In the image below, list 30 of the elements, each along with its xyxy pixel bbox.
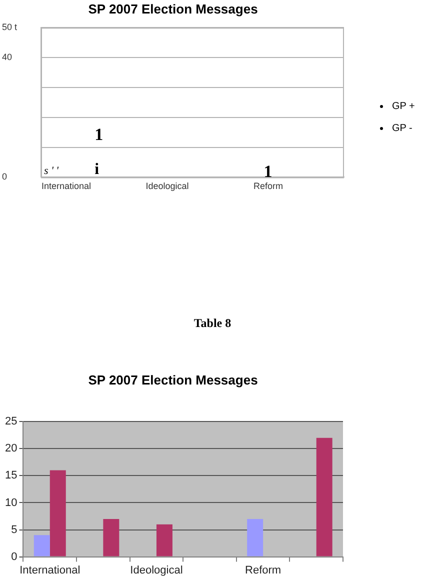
legend-label: GP + (392, 100, 415, 112)
y-tick-label: 25 (4, 416, 18, 428)
annotation: i (94, 161, 100, 178)
annotation: s ' ' (44, 165, 60, 178)
chart-title: SP 2007 Election Messages (88, 1, 258, 16)
bar (103, 518, 120, 556)
caption: Table 8 (192, 316, 232, 331)
x-tick-label: International (20, 564, 80, 576)
annotation: 1 (94, 124, 104, 144)
x-tick-label: Reform (245, 564, 282, 576)
x-tick-label: International (41, 181, 92, 192)
x-tick-label: Ideological (146, 181, 189, 192)
bar (156, 524, 172, 556)
x-tick-label: Reform (253, 181, 284, 192)
y-tick-label: 50 t (2, 22, 18, 32)
y-tick-label: 10 (4, 496, 18, 509)
y-tick-label: 0 (11, 550, 18, 563)
bar (247, 518, 264, 556)
bar (50, 470, 66, 556)
chart-title: SP 2007 Election Messages (88, 372, 258, 388)
y-tick-label: 20 (4, 442, 18, 455)
legend-label: GP - (392, 122, 412, 134)
y-tick-label: 15 (4, 470, 18, 482)
y-tick-label: 40 (2, 52, 12, 62)
x-tick-label: Ideological (130, 564, 183, 576)
bar (316, 438, 332, 556)
annotation: 1 (264, 162, 272, 182)
y-tick-label: 0 (2, 172, 8, 182)
y-tick-label: 5 (11, 524, 18, 536)
bar (34, 535, 50, 556)
